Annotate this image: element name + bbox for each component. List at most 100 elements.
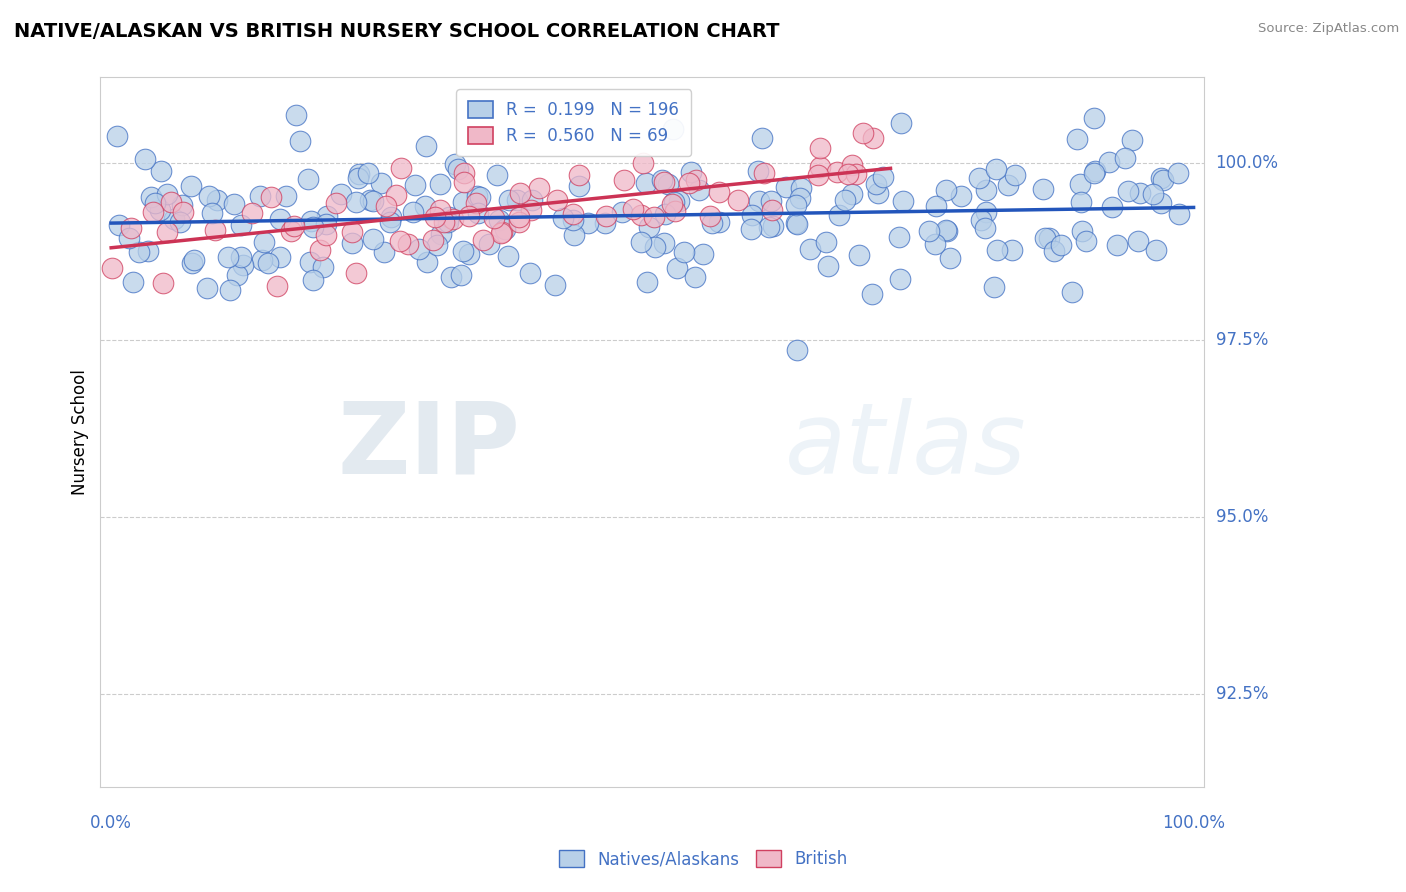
- Point: [651, 173, 673, 187]
- Point: [643, 211, 665, 225]
- Point: [229, 250, 252, 264]
- Point: [415, 138, 437, 153]
- Point: [498, 193, 520, 207]
- Point: [217, 250, 239, 264]
- Point: [429, 177, 451, 191]
- Point: [595, 209, 617, 223]
- Point: [1038, 231, 1060, 245]
- Point: [274, 189, 297, 203]
- Legend: Natives/Alaskans, British: Natives/Alaskans, British: [553, 843, 853, 875]
- Point: [361, 232, 384, 246]
- Point: [505, 194, 527, 208]
- Point: [347, 167, 370, 181]
- Point: [939, 252, 962, 266]
- Point: [440, 269, 463, 284]
- Point: [302, 219, 325, 234]
- Point: [852, 127, 875, 141]
- Point: [562, 207, 585, 221]
- Point: [201, 206, 224, 220]
- Point: [467, 206, 489, 220]
- Point: [316, 209, 339, 223]
- Point: [841, 186, 863, 201]
- Point: [156, 225, 179, 239]
- Point: [288, 134, 311, 148]
- Point: [488, 213, 510, 227]
- Point: [630, 208, 652, 222]
- Point: [1116, 184, 1139, 198]
- Point: [470, 190, 492, 204]
- Point: [105, 129, 128, 144]
- Point: [1098, 155, 1121, 169]
- Point: [727, 193, 749, 207]
- Point: [652, 236, 675, 251]
- Point: [688, 183, 710, 197]
- Point: [298, 255, 321, 269]
- Point: [180, 256, 202, 270]
- Point: [678, 176, 700, 190]
- Point: [432, 215, 454, 229]
- Point: [482, 211, 505, 226]
- Point: [101, 260, 124, 275]
- Point: [142, 205, 165, 219]
- Point: [866, 186, 889, 200]
- Point: [814, 235, 837, 250]
- Point: [478, 237, 501, 252]
- Point: [661, 122, 683, 136]
- Text: ZIP: ZIP: [337, 398, 520, 495]
- Point: [936, 224, 959, 238]
- Point: [232, 258, 254, 272]
- Point: [1049, 238, 1071, 252]
- Point: [465, 188, 488, 202]
- Point: [544, 277, 567, 292]
- Point: [759, 194, 782, 208]
- Point: [396, 237, 419, 252]
- Point: [562, 213, 585, 227]
- Text: 97.5%: 97.5%: [1216, 331, 1268, 349]
- Point: [280, 224, 302, 238]
- Point: [673, 245, 696, 260]
- Point: [845, 167, 868, 181]
- Point: [924, 199, 946, 213]
- Point: [1043, 244, 1066, 258]
- Point: [1144, 243, 1167, 257]
- Point: [437, 210, 460, 224]
- Point: [451, 244, 474, 258]
- Point: [222, 196, 245, 211]
- Point: [837, 167, 859, 181]
- Point: [249, 189, 271, 203]
- Point: [799, 242, 821, 256]
- Point: [163, 212, 186, 227]
- Point: [872, 169, 894, 184]
- Point: [1060, 285, 1083, 299]
- Point: [786, 343, 808, 357]
- Point: [422, 233, 444, 247]
- Point: [1121, 133, 1143, 147]
- Point: [825, 165, 848, 179]
- Point: [458, 247, 481, 261]
- Point: [180, 178, 202, 193]
- Point: [347, 171, 370, 186]
- Point: [761, 203, 783, 218]
- Point: [340, 235, 363, 250]
- Point: [754, 165, 776, 179]
- Point: [970, 213, 993, 227]
- Point: [107, 218, 129, 232]
- Point: [361, 194, 384, 208]
- Point: [284, 108, 307, 122]
- Point: [491, 225, 513, 239]
- Point: [1071, 224, 1094, 238]
- Point: [357, 166, 380, 180]
- Point: [1074, 235, 1097, 249]
- Point: [893, 194, 915, 209]
- Point: [152, 276, 174, 290]
- Point: [120, 221, 142, 235]
- Point: [889, 229, 911, 244]
- Point: [969, 171, 991, 186]
- Point: [983, 280, 1005, 294]
- Point: [630, 235, 652, 250]
- Point: [269, 211, 291, 226]
- Point: [817, 259, 839, 273]
- Point: [568, 179, 591, 194]
- Point: [664, 203, 686, 218]
- Point: [848, 248, 870, 262]
